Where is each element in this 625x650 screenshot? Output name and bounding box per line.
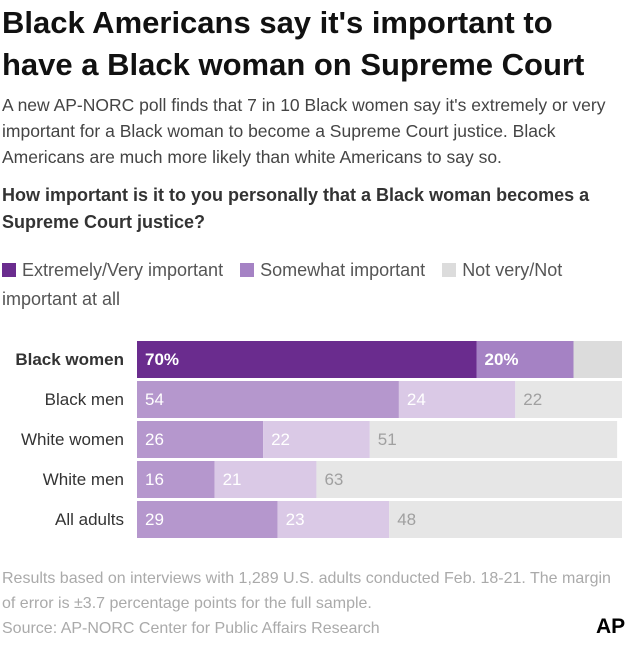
data-label: 48: [397, 510, 416, 529]
data-label: 22: [271, 430, 290, 449]
bar-segment: [515, 381, 622, 418]
data-label: 70%: [145, 350, 179, 369]
data-label: 16: [145, 470, 164, 489]
legend-item: Not very/Not important at all: [2, 260, 562, 309]
legend-label: Somewhat important: [260, 260, 426, 280]
category-label: Black men: [45, 390, 124, 409]
data-label: 22: [523, 390, 542, 409]
data-label: 20%: [485, 350, 519, 369]
data-label: 29: [145, 510, 164, 529]
bar-segment: [389, 501, 622, 538]
data-label: 21: [223, 470, 242, 489]
bar-segment: [476, 341, 574, 378]
data-label: 26: [145, 430, 164, 449]
category-label: White men: [43, 470, 124, 489]
bar-segment: [369, 421, 618, 458]
category-label: White women: [21, 430, 124, 449]
logo: AP: [596, 615, 625, 638]
data-label: 23: [286, 510, 305, 529]
legend-label: Not very/Not important at all: [2, 260, 563, 309]
category-label: Black women: [15, 350, 124, 369]
bar-segment: [137, 381, 399, 418]
data-label: 54: [145, 390, 164, 409]
chart: Black women 70% 20% Black men 54 24 22 White wo…: [15, 341, 622, 538]
source: Source: AP-NORC Center for Public Affair…: [2, 620, 380, 637]
data-label: 24: [407, 390, 426, 409]
data-label: 51: [378, 430, 397, 449]
legend: Extremely/Very important Somewhat import…: [2, 256, 622, 314]
legend-swatch: [2, 263, 16, 277]
bar-segment: [263, 421, 370, 458]
legend-swatch: [442, 263, 457, 277]
notes: Results based on interviews with 1,289 U…: [2, 570, 611, 612]
legend-item: Extremely/Very important: [2, 260, 223, 280]
bar-segment: [137, 461, 215, 498]
data-label: 63: [324, 470, 343, 489]
bar-segment: [277, 501, 390, 538]
category-label: All adults: [55, 510, 124, 529]
bar-segment: [398, 381, 516, 418]
legend-label: Extremely/Very important: [22, 260, 224, 280]
legend-swatch: [240, 263, 255, 277]
legend-item: Somewhat important: [240, 260, 425, 280]
bar-segment: [137, 501, 278, 538]
bar-segment: [316, 461, 622, 498]
subtitle: A new AP-NORC poll finds that 7 in 10 Bl…: [2, 95, 606, 167]
bar-segment: [137, 421, 264, 458]
bar-segment: [573, 341, 622, 378]
bar-segment: [214, 461, 317, 498]
chart-title: Black Americans say it's important to ha…: [2, 5, 585, 82]
question: How important is it to you personally th…: [2, 185, 590, 232]
bar-segment: [137, 341, 477, 378]
